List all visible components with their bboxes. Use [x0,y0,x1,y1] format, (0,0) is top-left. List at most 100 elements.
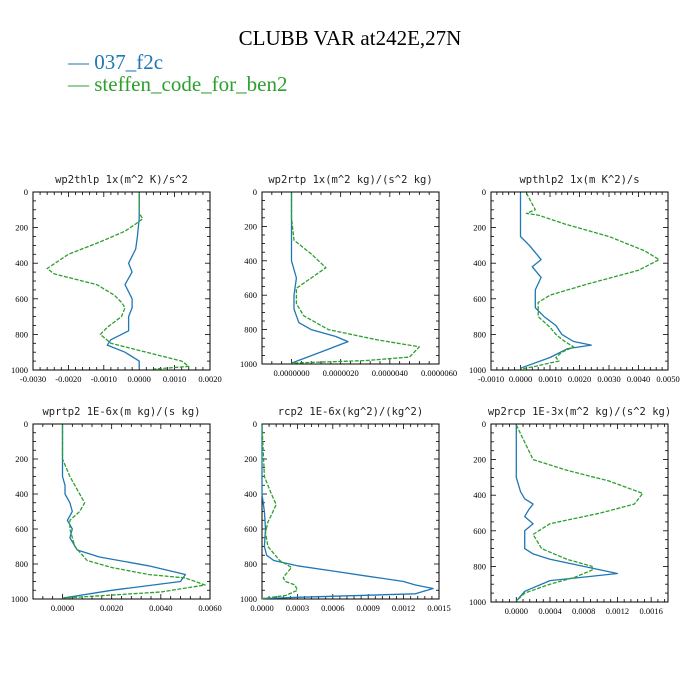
y-tick-label: 800 [244,559,257,569]
x-tick-label: 0.0003 [286,603,309,613]
x-tick-label: 0.0000 [505,606,528,616]
y-tick-label: 200 [244,221,257,231]
legend-label-1: 037_f2c [94,50,164,74]
y-tick-label: 800 [244,325,257,335]
x-tick-label: -0.0010 [478,374,504,384]
y-tick-label: 400 [473,490,486,500]
series-line-1 [519,192,592,369]
x-tick-label: 0.0000040 [372,368,408,378]
y-tick-label: 1000 [469,597,486,607]
x-tick-label: 0.0040 [149,603,172,613]
x-tick-label: 0.0040 [627,374,650,384]
series-line-1 [61,424,187,599]
y-tick-label: 1000 [469,365,486,375]
plot-frame [32,423,211,600]
x-tick-label: 0.0006 [321,603,344,613]
plot-frame [261,423,440,600]
y-tick-label: 800 [473,561,486,571]
x-tick-label: 0.0010 [538,374,561,384]
legend-label-2: steffen_code_for_ben2 [94,72,288,96]
y-tick-label: 200 [473,223,486,233]
subplot-3: wpthlp2 1x(m K^2)/s 0 200 400 600 800 1000-0.0… [469,174,680,384]
x-tick-label: 0.0009 [357,603,380,613]
y-tick-label: 400 [244,256,257,266]
x-tick-label: 0.0015 [427,603,450,613]
series-line-2 [290,192,420,364]
x-tick-label: 0.0012 [606,606,629,616]
series-line-2 [515,424,644,602]
y-tick-label: 600 [15,524,28,534]
subplot-title: wpthlp2 1x(m K^2)/s [519,174,639,186]
series-line-1 [106,192,140,369]
y-tick-label: 1000 [11,365,28,375]
subplot-6: wp2rcp 1E-3x(m^2 kg)/(s^2 kg)0 200 400 600 8… [469,406,671,616]
x-tick-label: 0.0050 [656,374,679,384]
subplot-title: wprtp2 1E-6x(m kg)/(s kg) [42,406,200,418]
y-tick-label: 800 [15,559,28,569]
y-tick-label: 0 [253,419,257,429]
series-line-2 [61,424,206,599]
x-tick-label: 0.0000 [250,603,273,613]
y-tick-label: 400 [244,489,257,499]
y-tick-label: 200 [15,223,28,233]
x-tick-label: 0.0020 [198,374,221,384]
x-tick-label: 0.0008 [572,606,595,616]
subplot-1: wp2thlp 1x(m^2 K)/s^202004006008001000-0… [11,174,222,384]
y-tick-label: 600 [473,526,486,536]
y-tick-label: 200 [244,454,257,464]
y-tick-label: 600 [473,294,486,304]
y-tick-label: 1000 [240,359,257,369]
legend-dash-2: — [68,72,89,96]
y-tick-label: 200 [473,455,486,465]
x-tick-label: 0.0020 [568,374,591,384]
series-line-2 [261,424,299,600]
y-tick-label: 200 [15,454,28,464]
y-tick-label: 600 [244,290,257,300]
y-tick-label: 400 [473,258,486,268]
x-tick-label: 0.0000000 [273,368,309,378]
x-tick-label: -0.0030 [20,374,46,384]
page-title: CLUBB VAR at242E,27N [238,26,462,50]
legend-dash-1: — [68,50,89,74]
y-tick-label: 0 [482,419,486,429]
subplot-5: rcp2 1E-6x(kg^2)/(kg^2) 0 200 400 600 800 1000… [240,406,451,613]
x-tick-label: 0.0030 [597,374,620,384]
series-line-2 [520,192,660,370]
y-tick-label: 0 [24,419,28,429]
x-tick-label: 0.0004 [538,606,562,616]
x-tick-label: 0.0010 [163,374,186,384]
y-tick-label: 600 [244,524,257,534]
subplot-title: wp2rcp 1E-3x(m^2 kg)/(s^2 kg) [488,406,671,418]
y-tick-label: 600 [15,294,28,304]
legend-item-series-1: — 037_f2c [68,51,287,73]
y-tick-label: 400 [15,489,28,499]
y-tick-label: 800 [473,329,486,339]
x-tick-label: 0.0020 [100,603,123,613]
x-tick-label: -0.0020 [55,374,81,384]
y-tick-label: 0 [24,187,28,197]
subplot-title: wp2rtp 1x(m^2 kg)/(s^2 kg) [268,174,432,186]
plot-frame [32,191,211,371]
x-tick-label: 0.0000 [128,374,151,384]
subplot-4: wprtp2 1E-6x(m kg)/(s kg) 0 200 400 600 800 10… [11,406,222,613]
x-tick-label: -0.0010 [91,374,117,384]
y-tick-label: 0 [253,187,257,197]
y-tick-label: 400 [15,258,28,268]
subplot-title: wp2thlp 1x(m^2 K)/s^2 [55,174,188,186]
x-tick-label: 0.0012 [392,603,415,613]
x-tick-label: 0.0000020 [323,368,359,378]
plot-frame [261,191,440,365]
series-line-1 [290,192,349,364]
y-tick-label: 800 [15,329,28,339]
y-tick-label: 1000 [240,594,257,604]
legend-item-series-2: — steffen_code_for_ben2 [68,73,287,95]
x-tick-label: 0.0000060 [421,368,457,378]
x-tick-label: 0.0000 [51,603,74,613]
series-line-1 [261,424,434,600]
subplot-2: wp2rtp 1x(m^2 kg)/(s^2 kg) 0 200 400 600 800 1… [240,174,457,378]
legend: — 037_f2c — steffen_code_for_ben2 [68,51,287,95]
subplot-title: rcp2 1E-6x(kg^2)/(kg^2) [278,406,423,418]
x-tick-label: 0.0060 [198,603,221,613]
y-tick-label: 1000 [11,594,28,604]
